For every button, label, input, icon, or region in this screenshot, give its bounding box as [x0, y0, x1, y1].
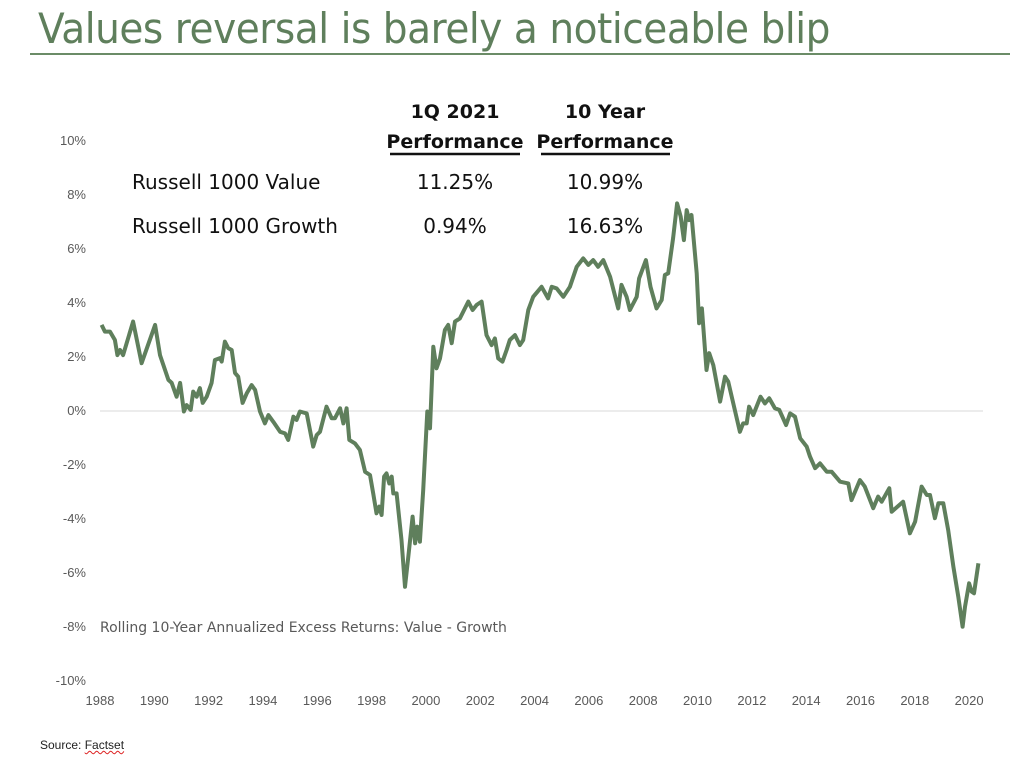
header-10y-line2: Performance — [536, 131, 673, 153]
x-tick-label: 2000 — [411, 693, 440, 708]
x-tick-label: 2004 — [520, 693, 549, 708]
x-tick-label: 2002 — [466, 693, 495, 708]
y-tick-label: -2% — [63, 457, 87, 472]
y-tick-label: -4% — [63, 511, 87, 526]
row-value-10y: 10.99% — [567, 170, 643, 194]
row-growth-10y: 16.63% — [567, 214, 643, 238]
x-tick-label: 1992 — [194, 693, 223, 708]
y-axis-ticks: 10% 8% 6% 4% 2% 0% -2% -4% -6% -8% -10% — [56, 133, 87, 688]
x-tick-label: 1996 — [303, 693, 332, 708]
y-tick-label: -10% — [56, 673, 87, 688]
x-tick-label: 2020 — [955, 693, 984, 708]
x-axis-ticks: 1988 1990 1992 1994 1996 1998 2000 2002 2004 2006… — [86, 693, 984, 708]
title-underline — [30, 53, 1010, 55]
x-tick-label: 2008 — [629, 693, 658, 708]
x-tick-label: 1990 — [140, 693, 169, 708]
y-tick-label: 4% — [67, 295, 86, 310]
x-tick-label: 2014 — [792, 693, 821, 708]
performance-table: 1Q 2021 Performance 10 Year Performance … — [132, 101, 674, 238]
row-growth-q1: 0.94% — [423, 214, 487, 238]
y-tick-label: 2% — [67, 349, 86, 364]
y-tick-label: 10% — [60, 133, 86, 148]
x-tick-label: 2016 — [846, 693, 875, 708]
x-tick-label: 1994 — [248, 693, 277, 708]
row-value-q1: 11.25% — [417, 170, 493, 194]
y-tick-label: -8% — [63, 619, 87, 634]
x-tick-label: 1998 — [357, 693, 386, 708]
header-q1-line1: 1Q 2021 — [411, 101, 500, 123]
header-10y-line1: 10 Year — [565, 101, 646, 123]
x-tick-label: 2012 — [737, 693, 766, 708]
x-tick-label: 1988 — [86, 693, 115, 708]
y-tick-label: 6% — [67, 241, 86, 256]
chart-annotation: Rolling 10-Year Annualized Excess Return… — [100, 620, 507, 636]
y-tick-label: 0% — [67, 403, 86, 418]
header-q1-line2: Performance — [386, 131, 523, 153]
row-growth-label: Russell 1000 Growth — [132, 214, 338, 238]
series-line — [99, 201, 981, 629]
source-name: Factset — [84, 738, 125, 752]
x-tick-label: 2010 — [683, 693, 712, 708]
page-title: Values reversal is barely a noticeable b… — [38, 4, 830, 53]
y-tick-label: -6% — [63, 565, 87, 580]
source-label: Source: — [40, 738, 82, 752]
source-note: Source: Factset — [40, 738, 124, 752]
row-value-label: Russell 1000 Value — [132, 170, 320, 194]
x-tick-label: 2018 — [900, 693, 929, 708]
x-tick-label: 2006 — [574, 693, 603, 708]
y-tick-label: 8% — [67, 187, 86, 202]
